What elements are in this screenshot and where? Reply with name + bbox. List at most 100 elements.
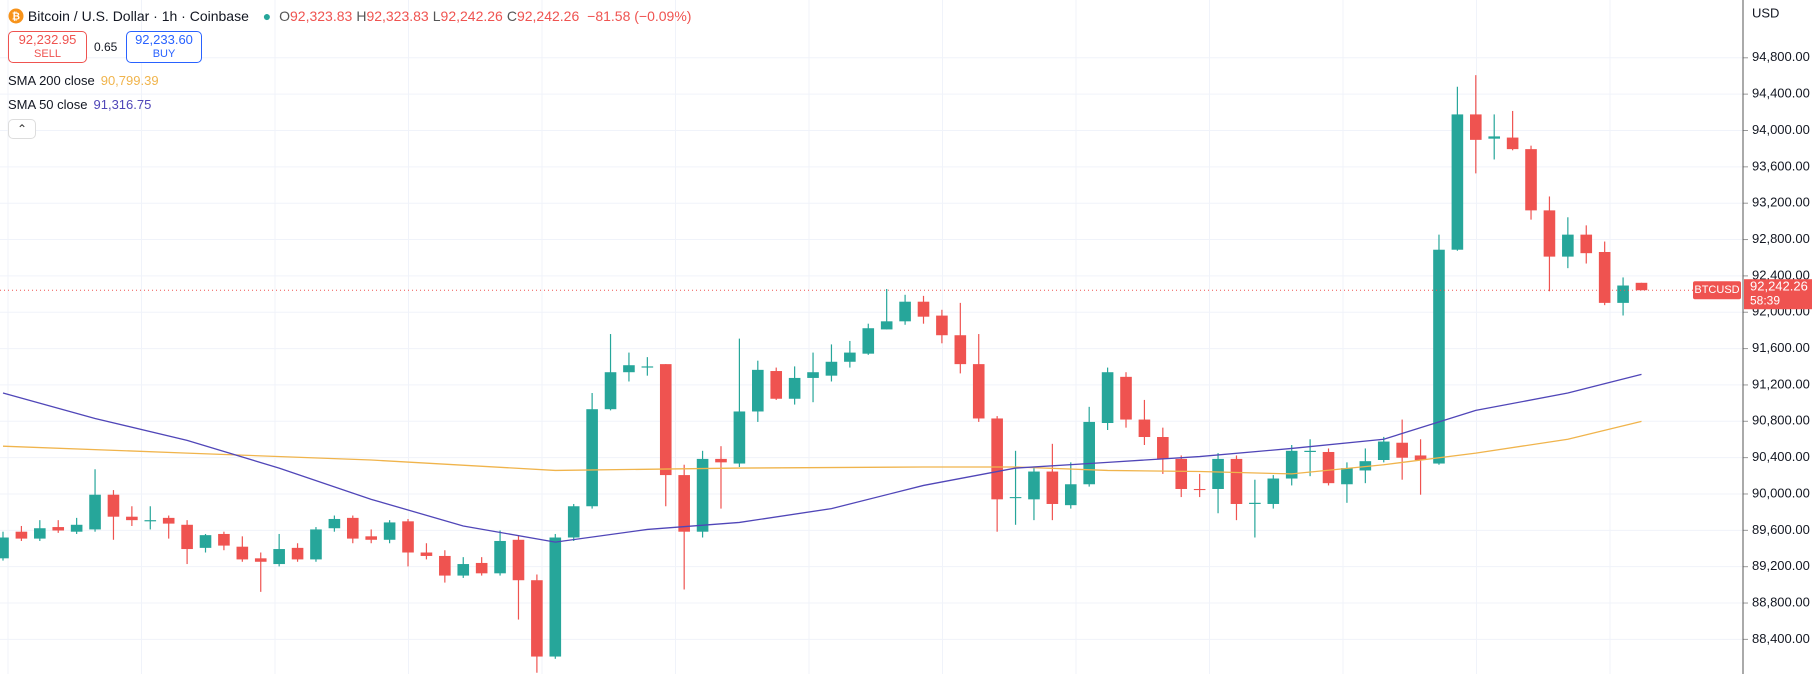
- candle-body: [991, 418, 1003, 500]
- legend-name: SMA 50 close: [8, 97, 88, 112]
- candle-body: [696, 458, 709, 532]
- buy-label: BUY: [152, 48, 176, 60]
- candle-body: [0, 537, 9, 559]
- y-tick-label: 90,800.00: [1752, 413, 1810, 428]
- countdown: 58:39: [1750, 293, 1780, 307]
- candle-body: [1525, 149, 1537, 211]
- sell-label: SELL: [34, 48, 61, 60]
- currency: USD: [1752, 5, 1779, 20]
- candle-body: [1138, 419, 1151, 438]
- candle-body: [659, 364, 672, 476]
- candle-body: [383, 522, 396, 540]
- y-tick-label: 91,600.00: [1752, 340, 1810, 355]
- status-dot: ●: [262, 8, 272, 24]
- candle-body: [1322, 451, 1335, 484]
- candle-body: [1470, 114, 1482, 140]
- candle-body: [70, 524, 83, 532]
- candle-body: [825, 361, 838, 376]
- candle-body: [1046, 471, 1059, 504]
- y-tick-label: 92,800.00: [1752, 231, 1810, 246]
- candle-body: [218, 533, 230, 546]
- candle-body: [1617, 285, 1629, 303]
- candle-body: [52, 527, 65, 531]
- candle-body: [420, 552, 433, 556]
- y-tick-label: 88,800.00: [1752, 594, 1810, 609]
- candle-body: [549, 537, 562, 657]
- candle-body: [1120, 376, 1132, 420]
- candle-body: [1488, 136, 1501, 139]
- ohlc-value: 92,323.83: [366, 8, 429, 24]
- ohlc-value: 92,242.26: [440, 8, 503, 24]
- candle-body: [567, 506, 580, 538]
- candle-body: [457, 564, 470, 576]
- collapse-button[interactable]: ⌃: [8, 119, 36, 139]
- candle-body: [1028, 471, 1040, 500]
- y-tick-label: 88,400.00: [1752, 631, 1810, 646]
- candle-body: [641, 366, 654, 368]
- candle-body: [604, 372, 617, 410]
- candle-body: [1193, 488, 1206, 491]
- y-tick-label: 89,600.00: [1752, 522, 1810, 537]
- y-tick-label: 93,600.00: [1752, 158, 1810, 173]
- svg-text:₿: ₿: [12, 11, 20, 23]
- candle-body: [1064, 484, 1077, 506]
- candle-body: [126, 516, 138, 521]
- candle-body: [310, 529, 322, 560]
- candle-body: [623, 365, 635, 373]
- sma-line: [2, 420, 1642, 475]
- buy-price: 92,233.60: [135, 32, 193, 47]
- candle-body: [15, 531, 28, 539]
- candle-body: [1562, 234, 1574, 257]
- candle-body: [1377, 441, 1390, 460]
- y-tick-label: 89,200.00: [1752, 558, 1810, 573]
- ohlc-value: 92,242.26: [516, 8, 580, 24]
- ohlc-value: 92,323.83: [290, 8, 353, 24]
- candle-body: [402, 521, 414, 553]
- candle-body: [1580, 234, 1593, 254]
- y-tick-label: 92,400.00: [1752, 267, 1810, 282]
- candle-body: [1157, 437, 1169, 459]
- symbol-tag: [1693, 281, 1741, 300]
- candle-body: [1101, 372, 1114, 424]
- candle-body: [1230, 458, 1243, 504]
- candle-body: [1009, 497, 1022, 499]
- candle-body: [917, 301, 930, 317]
- candle-body: [1359, 461, 1372, 471]
- ohlc-key: L: [432, 8, 441, 24]
- legend-name: SMA 200 close: [8, 73, 95, 88]
- candle-body: [162, 517, 175, 524]
- candle-body: [1635, 282, 1648, 291]
- candle-body: [1267, 478, 1280, 504]
- price-tag: [1744, 279, 1812, 310]
- candle-body: [346, 517, 359, 539]
- candle-body: [439, 555, 451, 576]
- candle-body: [365, 536, 377, 540]
- btc-icon: ₿: [8, 8, 24, 24]
- candle-body: [770, 371, 783, 399]
- candle-body: [144, 520, 157, 522]
- candle-body: [844, 352, 856, 362]
- price-label: 92,242.26: [1750, 279, 1808, 294]
- buy-button[interactable]: 92,233.60 BUY: [126, 31, 202, 63]
- candle-body: [788, 377, 801, 399]
- candle-body: [236, 546, 249, 560]
- candle-body: [678, 475, 690, 532]
- candle-body: [586, 409, 598, 507]
- candle-body: [291, 547, 304, 560]
- y-tick-label: 90,000.00: [1752, 485, 1810, 500]
- candle-body: [494, 540, 506, 574]
- change: −81.58 (−0.09%): [587, 8, 692, 24]
- header: ₿ Bitcoin / U.S. Dollar · 1h · Coinbase …: [8, 5, 691, 24]
- sell-button[interactable]: 92,232.95 SELL: [8, 31, 87, 63]
- spread: 0.65: [94, 40, 118, 54]
- candle-body: [880, 321, 893, 330]
- candle-body: [512, 539, 525, 581]
- legend-entry: SMA 200 close 90,799.39: [8, 72, 159, 88]
- candle-body: [899, 301, 911, 322]
- candle-body: [972, 364, 985, 419]
- candle-body: [107, 494, 120, 517]
- candle-body: [1414, 455, 1427, 460]
- candle-body: [936, 315, 948, 336]
